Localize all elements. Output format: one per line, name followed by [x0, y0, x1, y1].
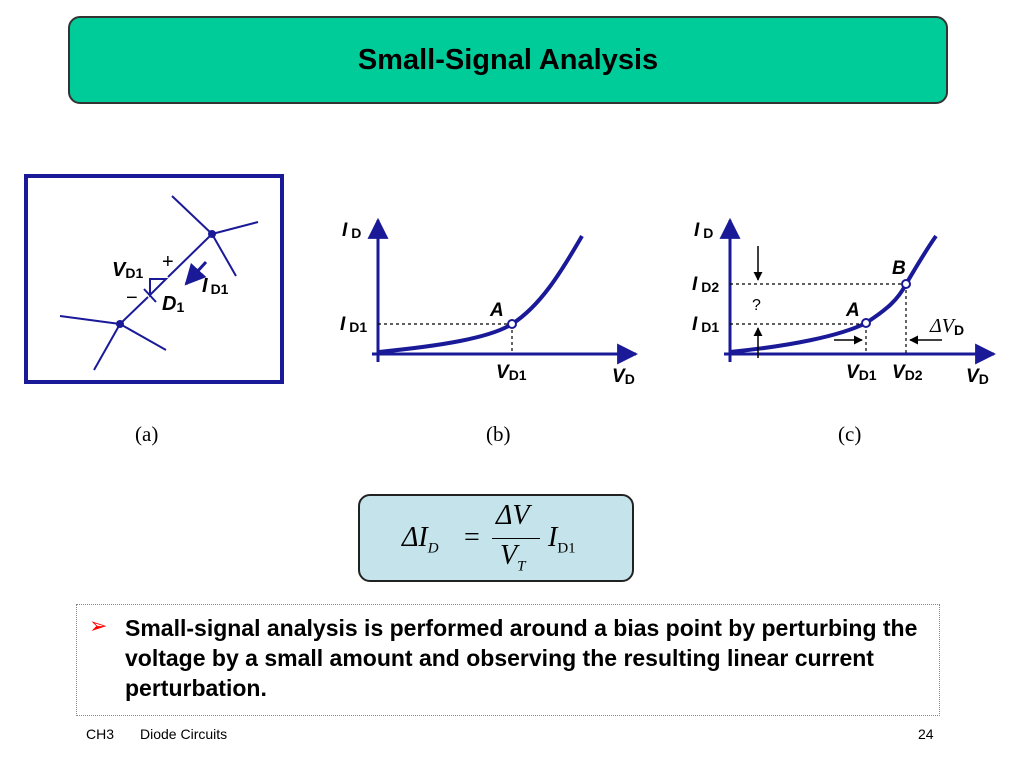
wire-bot-2: [119, 323, 167, 351]
label-id1: I D1: [202, 275, 229, 297]
c-point-b: [901, 279, 911, 289]
diode-bar: [143, 288, 157, 303]
c-label-id2: I D2: [692, 274, 719, 295]
bullet-text: Small-signal analysis is performed aroun…: [125, 615, 918, 701]
c-label-vd: VD: [966, 366, 989, 387]
b-label-a: A: [489, 300, 504, 321]
figure-a-circuit: VD1 + − D1 I D1: [24, 174, 284, 384]
formula-i-factor: ID1: [548, 522, 576, 557]
footer-subject: Diode Circuits: [140, 726, 228, 742]
wire-top-1: [171, 195, 213, 235]
wire-bot-1: [59, 315, 121, 325]
b-label-vd: VD: [612, 366, 635, 387]
formula-delta-i: ΔID: [402, 522, 439, 557]
slide-title: Small-Signal Analysis: [357, 43, 659, 76]
c-iv-curve: [729, 234, 938, 354]
label-d1: D1: [162, 293, 184, 315]
formula-box: ΔID = ΔV VT ID1: [358, 494, 634, 582]
b-point-a: [507, 319, 517, 329]
c-label-question: ?: [752, 297, 761, 314]
c-label-id1: I D1: [692, 314, 719, 335]
diode-symbol: [149, 278, 169, 298]
wire-top-3: [211, 233, 237, 277]
wire-bot-3: [93, 323, 121, 371]
label-plus: +: [162, 251, 174, 273]
formula-fraction-bar: [492, 538, 540, 539]
caption-b: (b): [486, 422, 511, 446]
formula-equals: =: [464, 522, 480, 553]
c-label-a: A: [845, 300, 860, 321]
current-arrow: [184, 260, 208, 286]
c-point-a: [861, 318, 871, 328]
c-label-b: B: [892, 258, 906, 279]
node-bottom: [116, 320, 124, 328]
caption-a: (a): [135, 422, 159, 446]
formula-denominator: VT: [500, 540, 526, 575]
wire-diode-lower: [119, 296, 149, 325]
bullet-arrow-icon: ➢: [89, 613, 108, 638]
label-minus: −: [126, 287, 138, 309]
c-label-delta-vd: ΔVD: [929, 315, 964, 338]
c-label-vd2: VD2: [892, 362, 923, 383]
label-vd1: VD1: [112, 259, 143, 281]
b-iv-curve: [377, 234, 584, 354]
wire-diode-upper: [167, 233, 213, 278]
title-banner: Small-Signal Analysis: [68, 16, 948, 104]
wire-top-2: [211, 221, 259, 235]
b-label-id1: I D1: [340, 314, 367, 335]
b-label-vd1: VD1: [496, 362, 527, 383]
caption-c: (c): [838, 422, 862, 446]
footer-chapter: CH3: [86, 726, 115, 742]
c-label-vd1: VD1: [846, 362, 877, 383]
formula-numerator: ΔV: [496, 500, 530, 531]
bullet-box: ➢ Small-signal analysis is performed aro…: [76, 604, 940, 716]
page-number: 24: [918, 726, 934, 742]
